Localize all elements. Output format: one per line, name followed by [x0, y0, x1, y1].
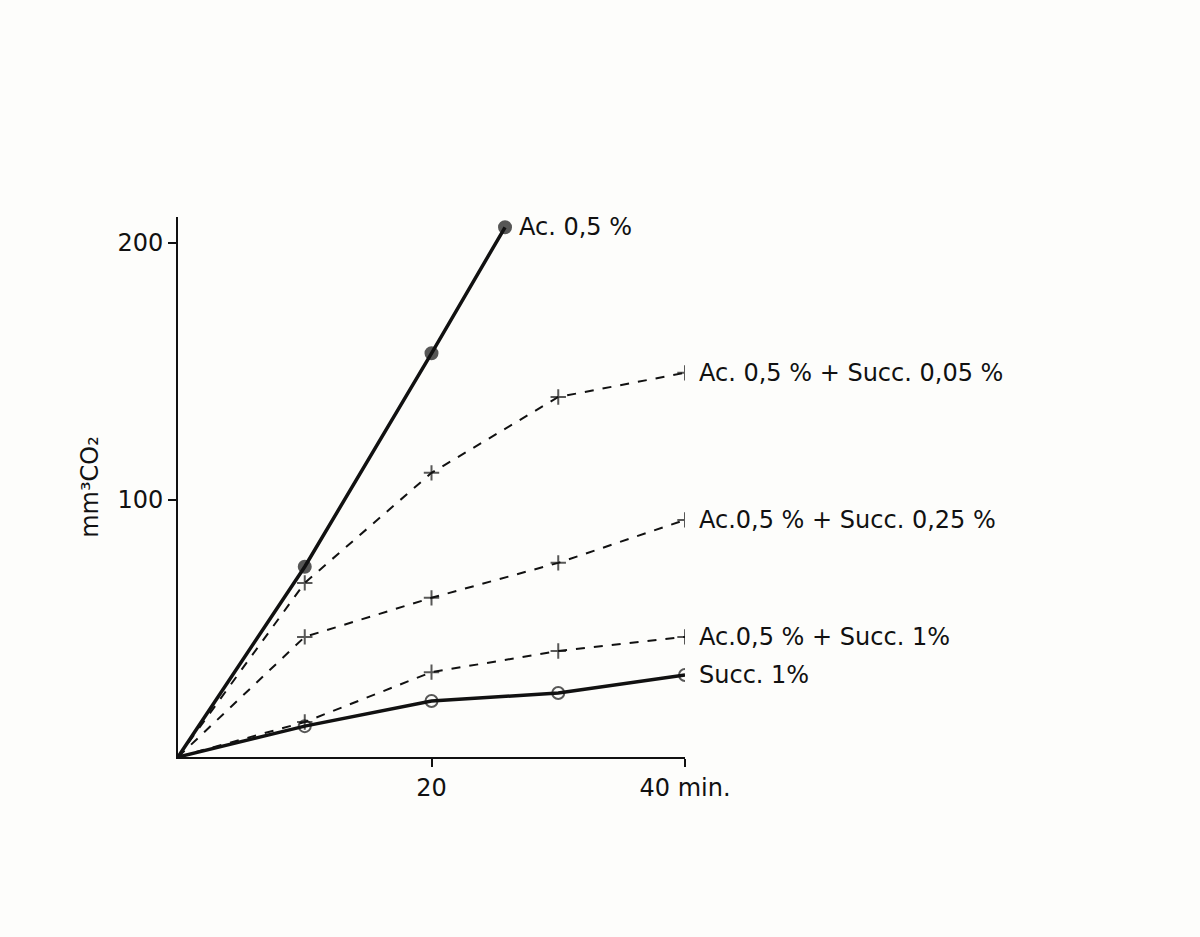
svg-text:mm³CO₂: mm³CO₂	[76, 436, 104, 538]
svg-text:100: 100	[117, 486, 163, 514]
svg-text:Succ. 1%: Succ. 1%	[699, 661, 809, 689]
svg-text:40 min.: 40 min.	[639, 774, 730, 802]
svg-text:Ac.0,5 % + Succ. 0,25 %: Ac.0,5 % + Succ. 0,25 %	[699, 506, 996, 534]
svg-text:Ac.0,5 % + Succ. 1%: Ac.0,5 % + Succ. 1%	[699, 623, 950, 651]
svg-text:Ac. 0,5 %: Ac. 0,5 %	[519, 213, 632, 241]
svg-text:Ac. 0,5 % + Succ. 0,05 %: Ac. 0,5 % + Succ. 0,05 %	[699, 359, 1003, 387]
svg-text:20: 20	[416, 774, 447, 802]
svg-text:200: 200	[117, 229, 163, 257]
